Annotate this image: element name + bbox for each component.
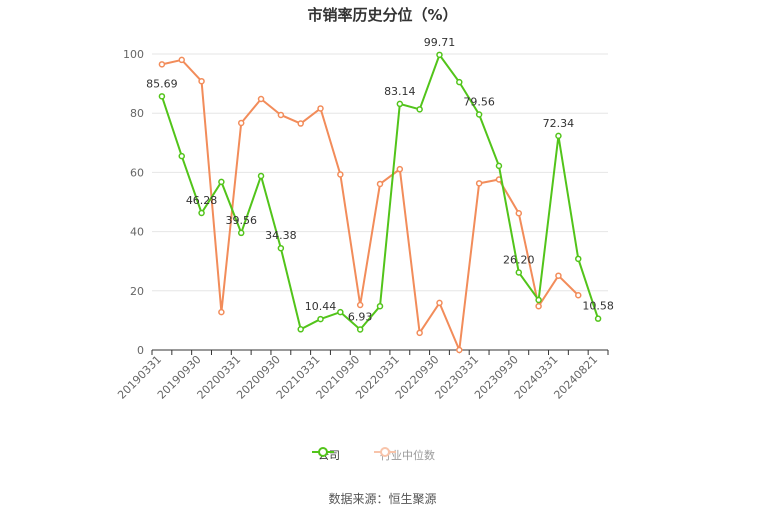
data-label: 72.34 xyxy=(543,117,575,130)
y-tick-label: 100 xyxy=(123,48,144,61)
data-point-company xyxy=(515,269,523,276)
data-point-company xyxy=(297,326,304,333)
data-label: 83.14 xyxy=(384,85,416,98)
data-point-company xyxy=(356,326,364,333)
x-tick-label: 20240821 xyxy=(551,353,600,402)
data-point-industry xyxy=(416,329,423,337)
data-point-industry xyxy=(456,346,463,354)
data-point-company xyxy=(456,78,463,86)
chart-title: 市销率历史分位（%） xyxy=(307,6,458,24)
data-point-industry xyxy=(277,111,285,119)
data-label: 79.56 xyxy=(463,96,495,109)
data-point-industry xyxy=(535,302,542,310)
data-point-industry xyxy=(376,180,384,188)
data-point-company xyxy=(495,162,503,170)
data-label: 39.56 xyxy=(225,214,257,227)
legend-item-industry[interactable]: 行业中位数 xyxy=(374,446,435,464)
series-line-company xyxy=(160,52,600,331)
data-label: 46.28 xyxy=(186,194,218,207)
y-tick-label: 80 xyxy=(130,107,144,120)
data-point-company xyxy=(475,111,483,118)
legend-marker-company xyxy=(312,447,334,457)
data-label: 10.58 xyxy=(582,300,614,313)
data-point-company xyxy=(218,178,225,186)
data-point-industry xyxy=(198,77,205,85)
data-point-industry xyxy=(396,165,404,173)
legend-item-company[interactable]: 公司 xyxy=(312,446,340,464)
data-label: 6.93 xyxy=(348,310,373,323)
data-point-industry xyxy=(475,180,483,187)
data-point-company xyxy=(594,315,602,322)
y-tick-label: 40 xyxy=(130,226,144,239)
data-point-industry xyxy=(337,171,344,178)
source-note: 数据来源：恒生聚源 xyxy=(328,492,437,506)
data-point-company xyxy=(198,209,205,217)
data-point-company xyxy=(396,100,404,108)
data-point-company xyxy=(416,106,423,113)
data-point-industry xyxy=(555,272,562,279)
data-point-company xyxy=(317,315,324,323)
data-point-company xyxy=(158,93,166,100)
data-point-industry xyxy=(575,291,582,299)
data-point-industry xyxy=(257,95,265,103)
data-point-company xyxy=(337,308,344,316)
data-point-industry xyxy=(515,209,523,217)
data-point-industry xyxy=(158,61,166,68)
data-label: 10.44 xyxy=(305,300,337,313)
data-point-company xyxy=(178,152,185,160)
data-point-industry xyxy=(218,308,225,316)
data-point-company xyxy=(436,51,443,59)
data-label: 26.20 xyxy=(503,253,535,266)
data-point-company xyxy=(575,255,582,263)
line-chart: 0204060801002019033120190930202003312020… xyxy=(115,36,614,402)
y-tick-label: 0 xyxy=(137,344,144,357)
data-point-industry xyxy=(356,301,364,309)
data-point-company xyxy=(277,244,285,252)
data-point-company xyxy=(535,296,542,304)
data-label: 34.38 xyxy=(265,229,297,242)
data-point-industry xyxy=(436,299,443,307)
y-tick-label: 60 xyxy=(130,166,144,179)
data-point-company xyxy=(237,229,245,237)
data-point-industry xyxy=(297,120,304,127)
data-point-industry xyxy=(178,56,185,64)
data-point-industry xyxy=(237,119,245,127)
y-tick-label: 20 xyxy=(130,285,144,298)
data-point-company xyxy=(257,172,265,180)
legend-marker-industry xyxy=(374,447,396,457)
data-label: 99.71 xyxy=(424,36,456,49)
data-point-company xyxy=(376,302,384,310)
data-point-industry xyxy=(317,105,324,112)
series-line-industry xyxy=(161,58,579,354)
data-point-company xyxy=(555,132,562,140)
data-label: 85.69 xyxy=(146,77,178,90)
